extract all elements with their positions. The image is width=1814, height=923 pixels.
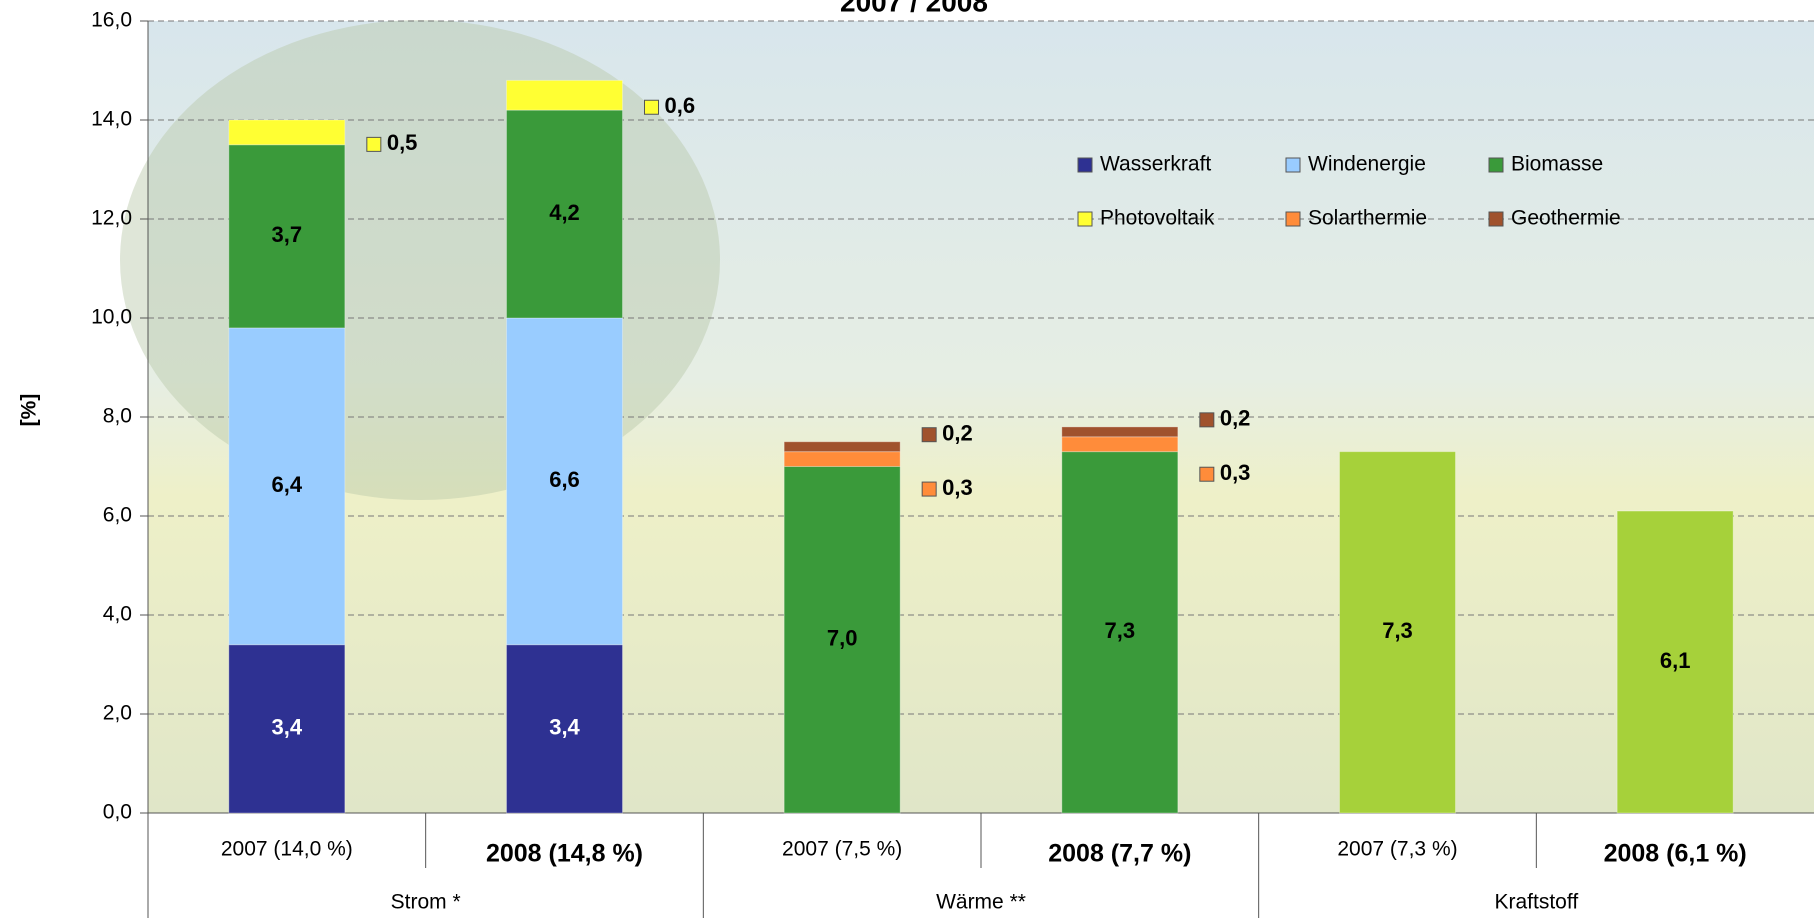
label-marker — [1200, 467, 1214, 481]
legend-swatch — [1078, 158, 1092, 172]
legend-label: Biomasse — [1511, 153, 1603, 176]
group-label: Strom * — [391, 891, 461, 914]
data-label: 3,4 — [549, 715, 580, 740]
legend-label: Windenergie — [1308, 153, 1426, 176]
x-tick-label: 2007 (7,5 %) — [782, 838, 902, 861]
x-tick-label: 2008 (14,8 %) — [486, 840, 643, 868]
data-label: 0,3 — [942, 475, 973, 500]
bar-segment — [1062, 437, 1178, 452]
y-tick-label: 14,0 — [91, 108, 132, 131]
data-label: 0,2 — [942, 421, 973, 446]
data-label: 0,3 — [1220, 460, 1251, 485]
group-label: Wärme ** — [936, 891, 1026, 914]
label-marker — [922, 428, 936, 442]
data-label: 0,6 — [665, 93, 696, 118]
data-label: 6,6 — [549, 467, 580, 492]
legend-swatch — [1489, 158, 1503, 172]
data-label: 0,2 — [1220, 406, 1251, 431]
legend-swatch — [1286, 158, 1300, 172]
bar-segment — [229, 120, 345, 145]
x-tick-label: 2008 (7,7 %) — [1048, 840, 1191, 868]
bar-segment — [784, 452, 900, 467]
y-axis-label: [%] — [18, 394, 41, 427]
x-tick-label: 2008 (6,1 %) — [1604, 840, 1747, 868]
bar-segment — [1062, 427, 1178, 437]
data-label: 6,1 — [1660, 648, 1691, 673]
legend-label: Solarthermie — [1308, 207, 1427, 230]
y-tick-label: 12,0 — [91, 207, 132, 230]
chart-title: 2007 / 2008 — [840, 0, 988, 17]
tree-decoration — [120, 20, 720, 500]
bar-segment — [784, 442, 900, 452]
data-label: 3,7 — [272, 222, 303, 247]
label-marker — [922, 482, 936, 496]
label-marker — [645, 100, 659, 114]
chart: 2007 / 2008 [%] 0,0 2,0 4,0 6,0 8,0 10,0 12,0 1… — [0, 0, 1814, 918]
data-label: 6,4 — [272, 472, 303, 497]
legend-label: Wasserkraft — [1100, 153, 1211, 176]
data-label: 7,3 — [1105, 618, 1136, 643]
legend-swatch — [1078, 212, 1092, 226]
legend-swatch — [1489, 212, 1503, 226]
bar-segment — [507, 80, 623, 110]
legend-label: Geothermie — [1511, 207, 1621, 230]
y-tick-label: 6,0 — [103, 504, 132, 527]
data-label: 7,3 — [1382, 618, 1413, 643]
y-tick-label: 10,0 — [91, 306, 132, 329]
legend-swatch — [1286, 212, 1300, 226]
y-tick-label: 4,0 — [103, 603, 132, 626]
group-label: Kraftstoff — [1495, 891, 1579, 914]
label-marker — [367, 137, 381, 151]
label-marker — [1200, 413, 1214, 427]
data-label: 4,2 — [549, 200, 580, 225]
data-label: 7,0 — [827, 626, 858, 651]
x-tick-label: 2007 (7,3 %) — [1337, 838, 1457, 861]
y-tick-label: 0,0 — [103, 801, 132, 824]
y-tick-label: 16,0 — [91, 9, 132, 32]
data-label: 3,4 — [272, 715, 303, 740]
y-tick-label: 8,0 — [103, 405, 132, 428]
legend-label: Photovoltaik — [1100, 207, 1215, 230]
x-tick-label: 2007 (14,0 %) — [221, 838, 353, 861]
y-tick-label: 2,0 — [103, 702, 132, 725]
data-label: 0,5 — [387, 130, 418, 155]
page: 2007 / 2008 [%] 0,0 2,0 4,0 6,0 8,0 10,0 12,0 1… — [0, 0, 1814, 923]
